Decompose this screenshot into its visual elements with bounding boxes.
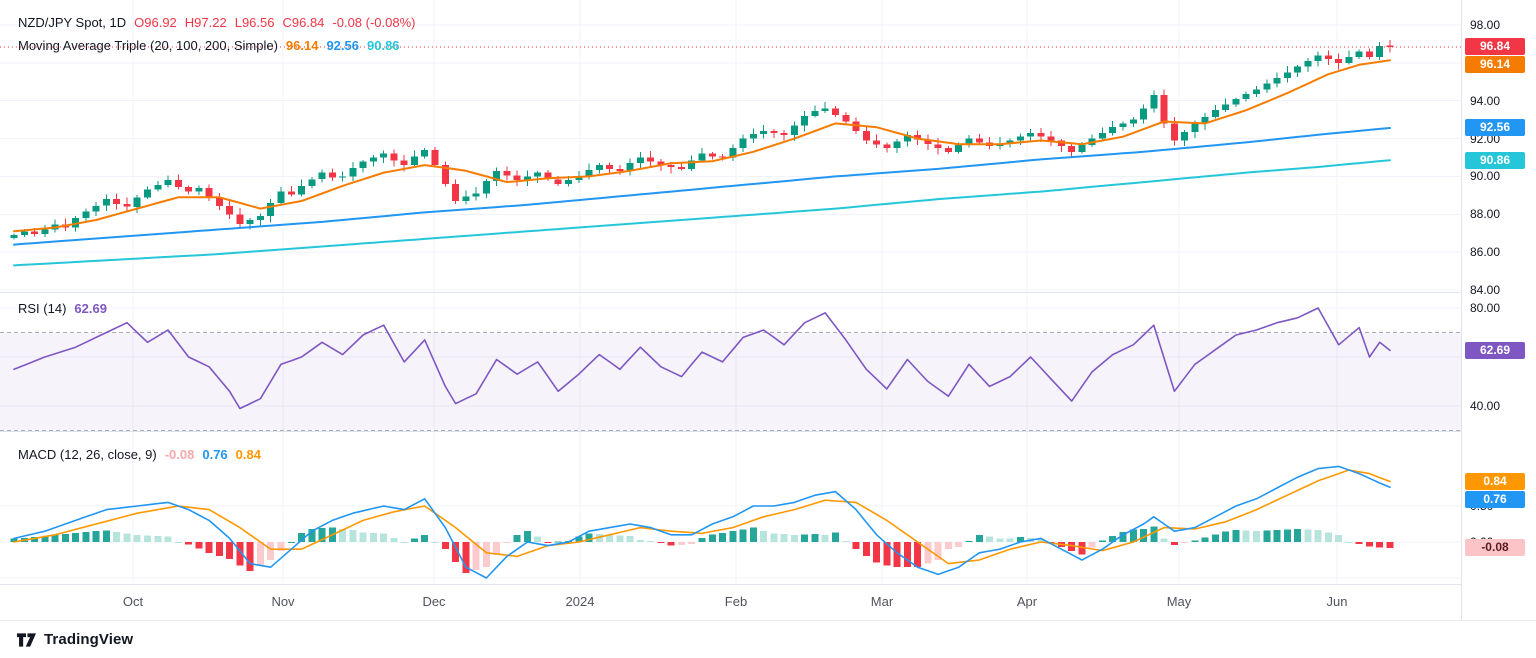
time-axis[interactable]: Oct Nov Dec 2024 Feb Mar Apr May Jun bbox=[0, 585, 1461, 620]
ohlc-value: H97.22 bbox=[184, 15, 227, 30]
price-badge: -0.08 bbox=[1465, 539, 1525, 557]
macd-values: -0.08 0.76 0.84 bbox=[165, 447, 269, 462]
price-axis[interactable]: 98.00 94.00 92.00 90.00 88.00 86.00 84.00 80.00… bbox=[1461, 0, 1536, 620]
rsi-legend-title[interactable]: RSI (14) bbox=[18, 301, 67, 316]
price-badge: 96.14 bbox=[1465, 56, 1525, 74]
time-axis-label: Mar bbox=[870, 594, 894, 609]
rsi-legend[interactable]: RSI (14) 62.69 bbox=[18, 300, 115, 318]
ohlc-value: O96.92 bbox=[134, 15, 177, 30]
ma-values: 96.14 92.56 90.86 bbox=[286, 38, 408, 53]
ohlc-values: O96.92 H97.22 L96.56 C96.84 bbox=[134, 15, 332, 30]
indicator-value: 0.84 bbox=[235, 447, 261, 462]
main-price-chart[interactable] bbox=[0, 0, 1461, 293]
axis-tick-label: 98.00 bbox=[1470, 18, 1501, 32]
price-badge: 90.86 bbox=[1465, 151, 1525, 169]
panel-divider[interactable] bbox=[0, 431, 1536, 432]
time-axis-label: May bbox=[1166, 594, 1192, 609]
indicator-value: 92.56 bbox=[326, 38, 359, 53]
price-badge: 92.56 bbox=[1465, 119, 1525, 137]
time-axis-label: Apr bbox=[1016, 594, 1038, 609]
tradingview-logo-icon[interactable] bbox=[16, 631, 37, 649]
macd-indicator-chart[interactable] bbox=[0, 432, 1461, 585]
time-axis-label: 2024 bbox=[565, 594, 595, 609]
time-axis-label: Nov bbox=[271, 594, 295, 609]
macd-legend[interactable]: MACD (12, 26, close, 9) -0.08 0.76 0.84 bbox=[18, 446, 269, 464]
footer: TradingView bbox=[0, 620, 1536, 658]
axis-tick-label: 90.00 bbox=[1470, 169, 1501, 184]
macd-legend-title[interactable]: MACD (12, 26, close, 9) bbox=[18, 447, 157, 462]
time-axis-label: Oct bbox=[122, 594, 144, 609]
price-badge: 0.84 bbox=[1465, 473, 1525, 491]
rsi-value: 62.69 bbox=[74, 301, 107, 316]
price-badge: 0.76 bbox=[1465, 491, 1525, 509]
symbol-title[interactable]: NZD/JPY Spot, 1D bbox=[18, 15, 127, 30]
price-badge: 96.84 bbox=[1465, 38, 1525, 56]
indicator-value: 90.86 bbox=[367, 38, 400, 53]
indicator-value: 0.76 bbox=[202, 447, 228, 462]
time-axis-label: Feb bbox=[724, 594, 748, 609]
indicator-value: 96.14 bbox=[285, 38, 319, 53]
rsi-indicator-chart[interactable] bbox=[0, 293, 1461, 432]
change-value: -0.08 (-0.08%) bbox=[332, 15, 416, 30]
ma-triple-legend[interactable]: Moving Average Triple (20, 100, 200, Sim… bbox=[18, 37, 408, 55]
ohlc-value: C96.84 bbox=[282, 15, 325, 30]
time-axis-label: Jun bbox=[1326, 594, 1348, 609]
axis-tick-label: 40.00 bbox=[1470, 399, 1501, 413]
axis-tick-label: 80.00 bbox=[1470, 301, 1501, 315]
axis-tick-label: 88.00 bbox=[1470, 207, 1501, 222]
symbol-legend[interactable]: NZD/JPY Spot, 1D O96.92 H97.22 L96.56 C96.84… bbox=[18, 14, 416, 32]
price-badge: 62.69 bbox=[1465, 341, 1525, 359]
panel-divider[interactable] bbox=[0, 292, 1536, 293]
indicator-value: -0.08 bbox=[164, 447, 195, 462]
time-axis-label: Dec bbox=[422, 594, 446, 609]
axis-tick-label: 86.00 bbox=[1470, 245, 1501, 260]
axis-tick-label: 94.00 bbox=[1470, 93, 1501, 108]
ohlc-value: L96.56 bbox=[234, 15, 275, 30]
tradingview-brand[interactable]: TradingView bbox=[44, 631, 134, 648]
ma-legend-title[interactable]: Moving Average Triple (20, 100, 200, Sim… bbox=[18, 38, 278, 53]
axis-tick-label: 84.00 bbox=[1470, 283, 1501, 297]
panel-divider[interactable] bbox=[0, 584, 1536, 585]
